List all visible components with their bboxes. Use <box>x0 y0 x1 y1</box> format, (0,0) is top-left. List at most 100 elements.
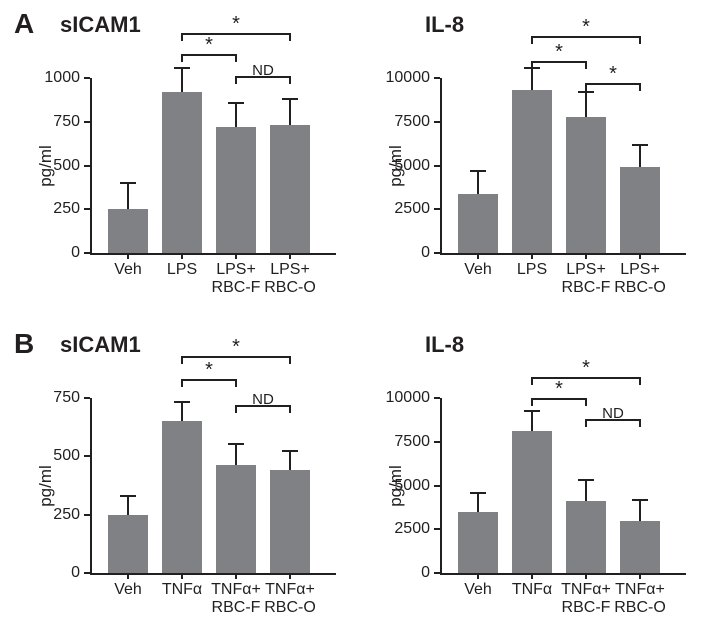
sig-bracket-end <box>289 405 291 413</box>
y-tick <box>84 121 90 123</box>
sig-label-nd: ND <box>252 391 274 408</box>
error-whisker <box>181 402 183 422</box>
y-tick <box>84 514 90 516</box>
bar <box>162 92 202 253</box>
sig-bracket-end <box>639 419 641 427</box>
x-tick <box>585 573 587 579</box>
chart-title: sICAM1 <box>60 332 141 358</box>
chart-title: sICAM1 <box>60 12 141 38</box>
sig-bracket-end <box>585 83 587 91</box>
chart-title: IL-8 <box>425 12 464 38</box>
x-tick <box>531 573 533 579</box>
bar <box>216 127 256 253</box>
y-tick <box>84 252 90 254</box>
sig-bracket-end <box>181 54 183 62</box>
y-tick <box>84 165 90 167</box>
y-tick <box>434 572 440 574</box>
sig-bracket-end <box>289 76 291 84</box>
y-tick-label: 7500 <box>378 433 430 451</box>
y-tick <box>84 208 90 210</box>
y-tick-label: 0 <box>28 244 80 262</box>
error-cap <box>470 170 486 172</box>
y-axis-label: pg/ml <box>386 456 406 516</box>
bar <box>458 194 498 254</box>
sig-bracket-end <box>639 377 641 385</box>
y-tick-label: 7500 <box>378 113 430 131</box>
error-whisker <box>235 103 237 128</box>
y-tick-label: 0 <box>378 244 430 262</box>
bar <box>216 465 256 574</box>
sig-label-star: * <box>555 41 563 64</box>
y-tick <box>84 455 90 457</box>
error-whisker <box>477 493 479 512</box>
x-tick <box>477 573 479 579</box>
sig-bracket-end <box>585 398 587 406</box>
error-cap <box>578 91 594 93</box>
y-tick <box>84 572 90 574</box>
x-tick-label: LPS+ RBC-O <box>258 261 322 298</box>
sig-label-star: * <box>582 16 590 39</box>
sig-label-star: * <box>232 13 240 36</box>
error-cap <box>282 450 298 452</box>
error-whisker <box>585 92 587 117</box>
x-tick <box>639 573 641 579</box>
bar <box>566 501 606 573</box>
bar <box>566 117 606 254</box>
y-tick <box>434 208 440 210</box>
x-tick <box>127 573 129 579</box>
sig-bracket-end <box>235 54 237 62</box>
sig-bracket-end <box>289 356 291 364</box>
x-tick-label: TNFα+ RBC-O <box>258 581 322 618</box>
sig-bracket-end <box>531 377 533 385</box>
error-cap <box>470 492 486 494</box>
y-tick-label: 0 <box>28 564 80 582</box>
y-tick <box>84 77 90 79</box>
x-tick <box>289 573 291 579</box>
bar <box>108 515 148 573</box>
x-tick-label: TNFα+ RBC-O <box>608 581 672 618</box>
x-tick <box>181 573 183 579</box>
y-axis-label: pg/ml <box>36 456 56 516</box>
error-cap <box>632 499 648 501</box>
sig-bracket-end <box>181 356 183 364</box>
x-tick <box>289 253 291 259</box>
bar <box>270 470 310 573</box>
y-tick-label: 10000 <box>378 69 430 87</box>
y-tick <box>434 121 440 123</box>
sig-bracket-end <box>181 379 183 387</box>
x-tick <box>235 253 237 259</box>
bar <box>512 431 552 573</box>
y-axis-label: pg/ml <box>386 136 406 196</box>
y-tick-label: 750 <box>28 389 80 407</box>
sig-label-star: * <box>205 359 213 382</box>
error-whisker <box>181 68 183 93</box>
error-cap <box>120 182 136 184</box>
y-tick <box>434 485 440 487</box>
error-whisker <box>127 183 129 209</box>
error-cap <box>228 102 244 104</box>
sig-bracket-end <box>235 379 237 387</box>
error-whisker <box>477 171 479 194</box>
y-tick-label: 2500 <box>378 200 430 218</box>
error-whisker <box>289 451 291 471</box>
y-tick-label: 1000 <box>28 69 80 87</box>
error-whisker <box>531 68 533 91</box>
x-tick <box>181 253 183 259</box>
figure-root: A B sICAM102505007501000pg/mlVehLPSLPS+ … <box>0 0 713 640</box>
y-tick <box>434 77 440 79</box>
x-tick-label: LPS+ RBC-O <box>608 261 672 298</box>
error-cap <box>632 144 648 146</box>
bar <box>620 167 660 253</box>
sig-bracket-end <box>235 76 237 84</box>
error-whisker <box>585 480 587 501</box>
y-axis-label: pg/ml <box>36 136 56 196</box>
error-whisker <box>639 145 641 168</box>
error-whisker <box>235 444 237 465</box>
bar <box>108 209 148 253</box>
y-tick-label: 2500 <box>378 520 430 538</box>
sig-label-star: * <box>232 336 240 359</box>
x-tick <box>639 253 641 259</box>
x-tick <box>477 253 479 259</box>
bar <box>270 125 310 253</box>
sig-bracket-end <box>531 398 533 406</box>
